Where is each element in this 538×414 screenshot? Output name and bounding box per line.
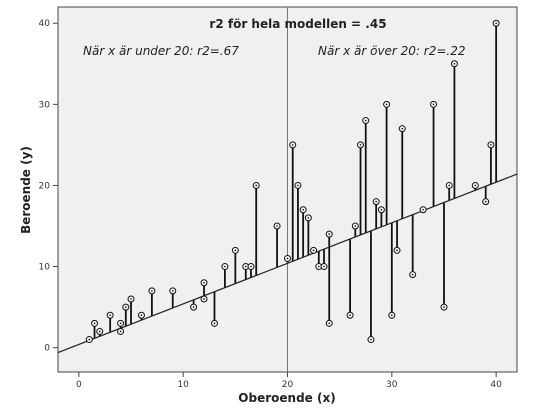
- data-point-center: [349, 314, 351, 317]
- regression-line: [57, 173, 518, 354]
- data-point-center: [192, 306, 195, 308]
- data-point-center: [151, 290, 153, 292]
- data-point-center: [328, 322, 331, 325]
- data-point-center: [370, 338, 372, 341]
- annotation-above-20: När x är över 20: r2=.22: [318, 44, 466, 58]
- data-point-center: [474, 184, 477, 187]
- data-point-center: [255, 184, 258, 187]
- data-point-center: [109, 314, 111, 317]
- data-point-center: [244, 265, 247, 268]
- data-points: [85, 19, 500, 344]
- y-axis-label: Beroende (y): [19, 146, 33, 234]
- data-point-center: [422, 208, 424, 211]
- data-point-center: [291, 144, 294, 146]
- data-point-center: [495, 22, 497, 25]
- data-point-center: [297, 184, 299, 187]
- chart-title: r2 för hela modellen = .45: [209, 17, 386, 31]
- x-axis-ticks: 0 10 20 30 40: [76, 372, 502, 390]
- data-point-center: [119, 330, 122, 333]
- data-point-center: [125, 306, 127, 308]
- data-point-center: [119, 322, 122, 325]
- data-point-center: [213, 322, 216, 325]
- y-tick-label: 30: [39, 100, 51, 110]
- data-point-center: [88, 338, 91, 341]
- data-point-center: [443, 306, 445, 308]
- x-tick-label: 10: [177, 380, 189, 390]
- y-tick-label: 40: [39, 19, 51, 29]
- data-point-center: [307, 217, 310, 219]
- data-point-center: [453, 62, 456, 65]
- data-point-center: [364, 119, 367, 122]
- data-point-center: [140, 314, 143, 317]
- data-point-center: [317, 265, 320, 268]
- data-point-center: [375, 200, 377, 203]
- data-point-center: [328, 233, 331, 235]
- data-point-center: [401, 127, 404, 130]
- data-point-center: [396, 249, 398, 252]
- data-point-center: [391, 314, 393, 317]
- data-point-center: [98, 330, 101, 333]
- data-point-center: [323, 265, 325, 268]
- data-point-center: [490, 144, 492, 146]
- annotation-below-20: När x är under 20: r2=.67: [83, 44, 239, 58]
- y-tick-label: 0: [44, 344, 50, 354]
- data-point-center: [411, 273, 414, 276]
- x-tick-label: 20: [282, 380, 294, 390]
- data-point-center: [312, 249, 315, 252]
- data-point-center: [93, 322, 96, 325]
- data-point-center: [234, 249, 237, 252]
- y-tick-label: 10: [39, 263, 51, 273]
- y-tick-label: 20: [39, 181, 51, 191]
- x-axis-label: Oberoende (x): [238, 391, 335, 405]
- data-point-center: [302, 208, 304, 211]
- data-point-center: [448, 184, 450, 187]
- data-point-center: [224, 265, 226, 268]
- x-tick-label: 40: [490, 380, 502, 390]
- data-point-center: [432, 103, 435, 106]
- data-point-center: [171, 290, 174, 292]
- data-point-center: [380, 208, 383, 211]
- data-point-center: [354, 225, 357, 227]
- data-point-center: [203, 298, 205, 300]
- data-point-center: [203, 281, 205, 284]
- data-point-center: [385, 103, 388, 106]
- x-tick-label: 0: [76, 380, 82, 390]
- y-axis-ticks: 0 10 20 30 40: [39, 19, 58, 354]
- x-tick-label: 30: [386, 380, 398, 390]
- data-point-center: [484, 200, 487, 203]
- data-point-center: [250, 265, 252, 268]
- data-point-center: [130, 298, 132, 300]
- data-point-center: [276, 225, 278, 227]
- data-point-center: [359, 144, 362, 146]
- data-point-center: [286, 257, 289, 260]
